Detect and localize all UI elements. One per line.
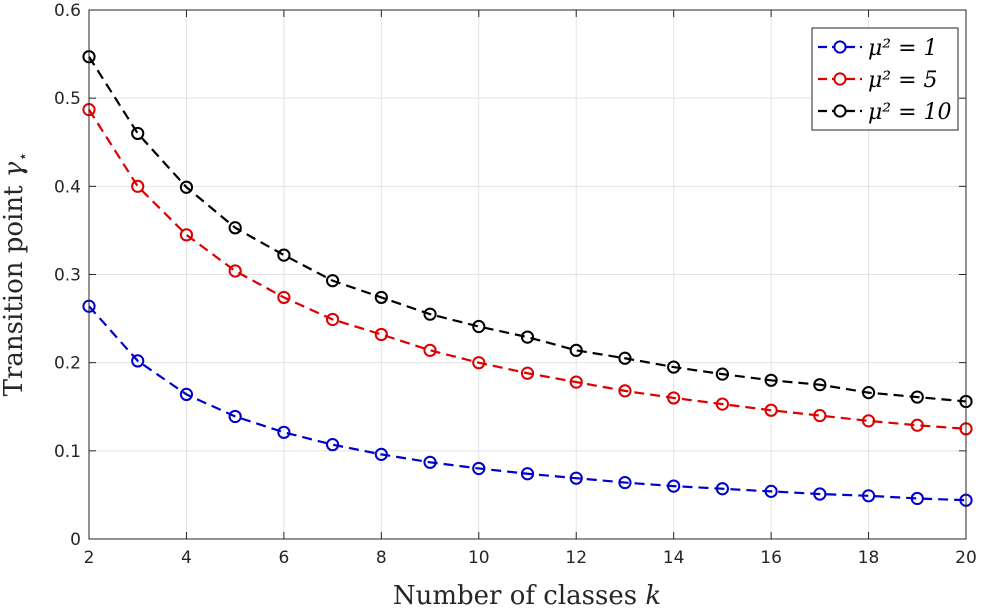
data-point bbox=[374, 327, 388, 342]
data-point bbox=[326, 438, 340, 452]
data-point bbox=[179, 228, 194, 242]
data-point bbox=[861, 489, 876, 503]
data-point bbox=[764, 484, 778, 498]
data-point bbox=[326, 274, 340, 288]
series-line bbox=[88, 305, 967, 502]
x-tick-label: 18 bbox=[858, 548, 880, 568]
x-tick-label: 6 bbox=[278, 548, 289, 568]
x-axis-title: Number of classes k bbox=[393, 581, 661, 608]
y-tick-label: 0.6 bbox=[54, 1, 81, 21]
data-point bbox=[472, 319, 486, 334]
x-tick-label: 4 bbox=[181, 548, 192, 568]
legend-label: μ² = 1 bbox=[868, 36, 938, 61]
y-axis-title: Transition point γ⋆ bbox=[0, 152, 32, 397]
data-point bbox=[277, 425, 291, 439]
data-point bbox=[618, 475, 632, 490]
legend-label: μ² = 10 bbox=[868, 100, 952, 125]
data-point bbox=[423, 307, 437, 321]
data-point bbox=[228, 264, 242, 278]
data-point bbox=[813, 378, 827, 392]
series-3 bbox=[82, 50, 973, 409]
data-point bbox=[423, 343, 437, 357]
data-point bbox=[715, 482, 729, 496]
data-point bbox=[179, 180, 194, 194]
y-tick-label: 0.2 bbox=[54, 354, 81, 374]
data-point bbox=[423, 455, 437, 469]
data-point bbox=[618, 351, 632, 365]
data-point bbox=[131, 126, 145, 141]
data-point bbox=[569, 375, 583, 389]
data-point bbox=[910, 390, 924, 404]
x-axis-title-variable: k bbox=[645, 581, 661, 608]
series-layer bbox=[82, 50, 973, 507]
data-point bbox=[374, 447, 388, 461]
tick-marks bbox=[88, 9, 967, 540]
legend: μ² = 1 μ² = 5 μ² = 10 bbox=[811, 27, 959, 131]
y-axis-title-subscript: ⋆ bbox=[13, 152, 32, 162]
y-tick-labels: 0 0.1 0.2 0.3 0.4 0.5 0.6 bbox=[54, 1, 81, 550]
x-tick-label: 10 bbox=[468, 548, 490, 568]
data-point bbox=[861, 386, 876, 400]
legend-entry-3: μ² = 10 bbox=[818, 100, 952, 125]
data-point bbox=[764, 373, 778, 387]
legend-entry-2: μ² = 5 bbox=[818, 68, 938, 93]
data-point bbox=[667, 479, 681, 493]
x-tick-label: 16 bbox=[760, 548, 782, 568]
y-axis-title-variable: γ bbox=[0, 161, 29, 177]
data-point bbox=[569, 343, 583, 357]
y-tick-label: 0.5 bbox=[54, 89, 81, 109]
data-point bbox=[374, 290, 388, 305]
series-2 bbox=[82, 103, 973, 436]
data-point bbox=[667, 391, 681, 405]
x-tick-label: 8 bbox=[376, 548, 387, 568]
data-point bbox=[715, 367, 729, 381]
y-axis-title-text: Transition point bbox=[0, 177, 29, 396]
legend-marker bbox=[833, 40, 847, 54]
x-tick-labels: 2 4 6 8 10 12 14 16 18 20 bbox=[84, 548, 977, 568]
data-point bbox=[813, 487, 827, 501]
data-point bbox=[667, 360, 681, 374]
x-tick-label: 12 bbox=[565, 548, 587, 568]
data-point bbox=[228, 409, 242, 424]
data-point bbox=[277, 248, 291, 262]
x-tick-label: 20 bbox=[955, 548, 977, 568]
data-point bbox=[764, 403, 778, 417]
series-line bbox=[88, 109, 967, 430]
y-tick-label: 0.1 bbox=[54, 442, 81, 462]
legend-entry-1: μ² = 1 bbox=[818, 36, 938, 61]
data-point bbox=[569, 471, 583, 485]
x-tick-label: 2 bbox=[84, 548, 95, 568]
data-point bbox=[520, 330, 535, 344]
data-point bbox=[131, 179, 145, 193]
data-point bbox=[520, 366, 535, 380]
series-1 bbox=[82, 299, 973, 507]
data-point bbox=[715, 397, 729, 411]
data-point bbox=[472, 356, 486, 370]
data-point bbox=[472, 461, 486, 476]
data-point bbox=[179, 387, 194, 402]
data-point bbox=[861, 414, 876, 428]
y-tick-label: 0 bbox=[70, 530, 81, 550]
legend-label: μ² = 5 bbox=[868, 68, 938, 93]
x-axis-title-text: Number of classes bbox=[393, 581, 645, 608]
legend-marker bbox=[833, 72, 847, 86]
data-point bbox=[618, 384, 632, 398]
data-point bbox=[228, 221, 242, 235]
data-point bbox=[520, 467, 535, 481]
x-tick-label: 14 bbox=[663, 548, 685, 568]
data-point bbox=[326, 312, 340, 327]
series-line bbox=[88, 56, 967, 403]
y-tick-label: 0.4 bbox=[54, 177, 81, 197]
data-point bbox=[813, 408, 827, 423]
data-point bbox=[910, 418, 924, 432]
legend-marker bbox=[833, 104, 847, 118]
data-point bbox=[910, 491, 924, 506]
data-point bbox=[277, 290, 291, 305]
data-point bbox=[131, 354, 145, 368]
y-tick-label: 0.3 bbox=[54, 266, 81, 286]
